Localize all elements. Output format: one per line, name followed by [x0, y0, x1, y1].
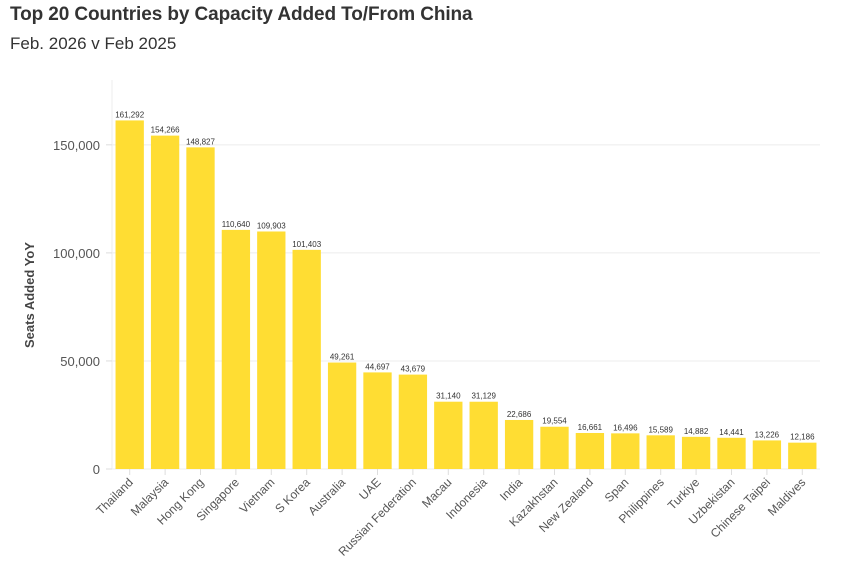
data-label: 110,640: [222, 220, 251, 229]
bar: [611, 433, 640, 469]
bar: [363, 372, 392, 469]
data-label: 14,882: [684, 427, 709, 436]
y-tick-label: 100,000: [53, 246, 100, 261]
bar: [221, 229, 251, 469]
bar: [717, 437, 746, 469]
data-label: 15,589: [648, 425, 673, 434]
data-label: 12,186: [790, 433, 815, 442]
bar: [646, 435, 675, 469]
x-tick-label: India: [497, 475, 526, 504]
bar: [575, 432, 605, 469]
bar: [540, 426, 569, 469]
x-tick-label: Maldives: [765, 475, 808, 518]
data-label: 44,697: [365, 362, 390, 371]
bar: [115, 120, 144, 470]
y-tick-label: 150,000: [53, 138, 100, 153]
bar: [469, 401, 498, 469]
bar: [434, 401, 463, 469]
data-label: 16,496: [613, 423, 638, 432]
chart-subtitle: Feb. 2026 v Feb 2025: [10, 34, 177, 53]
data-label: 154,266: [151, 126, 180, 135]
bar: [186, 147, 215, 469]
x-tick-label: UAE: [356, 475, 383, 502]
bar: [292, 249, 321, 469]
bar: [150, 135, 180, 470]
x-tick-label: Vietnam: [237, 475, 278, 516]
gridlines: [111, 80, 820, 470]
bar: [752, 440, 782, 469]
data-label: 22,686: [507, 410, 532, 419]
bar: [788, 442, 817, 469]
data-label: 31,129: [471, 392, 496, 401]
data-label: 109,903: [257, 221, 286, 230]
y-tick-label: 50,000: [60, 354, 100, 369]
data-label: 19,554: [542, 417, 567, 426]
bar: [257, 231, 286, 469]
data-label: 49,261: [330, 353, 355, 362]
x-tick-label: Span: [602, 475, 632, 505]
data-label: 14,441: [719, 428, 744, 437]
x-tick-label: Australia: [305, 475, 348, 518]
data-label: 161,292: [115, 110, 144, 119]
data-label: 16,661: [578, 423, 603, 432]
y-axis-title: Seats Added YoY: [22, 242, 37, 348]
y-axis-ticks: 0 50,000 100,000 150,000: [53, 138, 112, 477]
bar: [327, 362, 357, 469]
data-label: 13,226: [755, 430, 780, 439]
data-label: 31,140: [436, 392, 461, 401]
data-label: 101,403: [292, 240, 321, 249]
bar: [681, 436, 711, 469]
y-tick-label: 0: [93, 462, 100, 477]
bar: [398, 374, 428, 469]
chart-title: Top 20 Countries by Capacity Added To/Fr…: [10, 4, 473, 25]
data-label: 148,827: [186, 137, 215, 146]
data-label: 43,679: [401, 365, 426, 374]
bars: 161,292 154,266 148,827 110,640 109,903 101,4…: [115, 110, 817, 470]
bar: [504, 419, 534, 469]
